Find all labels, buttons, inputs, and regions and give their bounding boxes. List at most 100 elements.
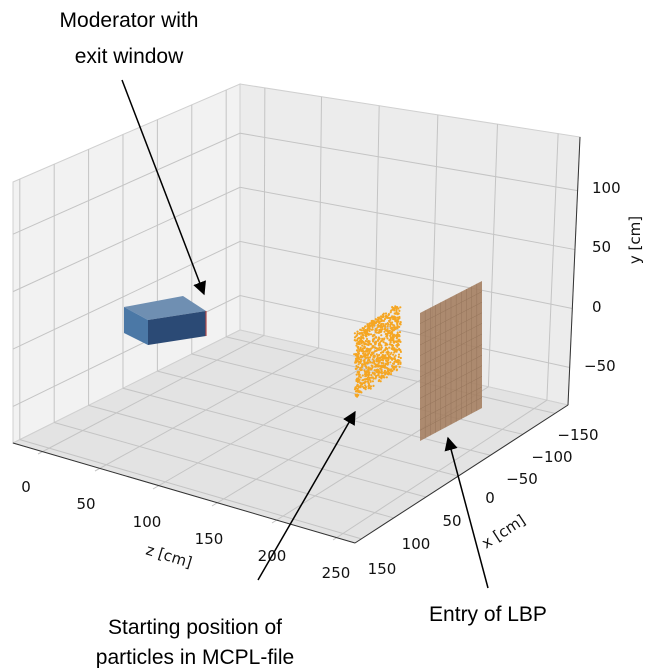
particle-point — [388, 369, 391, 372]
particle-point — [366, 350, 369, 353]
particle-point — [397, 342, 400, 346]
x-tick-label: −100 — [531, 448, 572, 466]
particle-point — [382, 354, 385, 357]
particle-point — [374, 329, 377, 332]
particle-point — [363, 353, 366, 356]
particle-point — [365, 337, 369, 341]
particle-point — [383, 369, 387, 372]
particle-point — [393, 349, 396, 352]
particle-point — [395, 326, 398, 329]
particle-point — [377, 358, 380, 361]
particle-point — [397, 335, 400, 338]
particle-point — [364, 384, 367, 387]
particle-point — [375, 353, 378, 356]
particle-point — [386, 325, 389, 328]
particle-point — [367, 325, 370, 329]
particle-point — [367, 382, 370, 385]
particle-point — [373, 372, 376, 375]
particle-point — [364, 325, 367, 328]
particle-point — [356, 383, 359, 386]
particle-point — [384, 327, 387, 330]
particle-point — [374, 377, 377, 380]
particle-point — [356, 330, 359, 333]
particle-point — [387, 354, 390, 357]
particle-point — [394, 312, 397, 315]
particle-point — [398, 325, 401, 328]
z-tick-label: 0 — [21, 478, 31, 496]
particle-point — [387, 356, 390, 359]
particle-point — [367, 357, 370, 360]
particle-point — [354, 390, 358, 393]
particle-point — [364, 380, 367, 383]
particle-point — [390, 343, 393, 346]
particle-point — [371, 324, 374, 327]
particle-point — [383, 376, 386, 379]
x-tick-label: −150 — [557, 426, 598, 444]
grid-line-z — [37, 335, 265, 455]
particle-point — [390, 309, 393, 312]
particle-point — [377, 368, 380, 372]
particle-point — [364, 339, 367, 343]
y-tick-label: −50 — [584, 357, 616, 375]
particle-point — [399, 306, 402, 309]
particle-point — [376, 355, 379, 358]
particle-point — [395, 344, 398, 347]
particle-point — [355, 373, 358, 376]
particle-point — [370, 374, 373, 377]
particle-point — [399, 321, 402, 324]
particle-point — [377, 372, 380, 375]
grid-line-x — [54, 422, 394, 519]
particle-point — [397, 312, 400, 315]
grid-line-x — [88, 404, 427, 498]
y-tick-label: 100 — [592, 179, 621, 197]
particle-point — [389, 325, 392, 328]
particle-point — [384, 349, 387, 352]
particle-point — [398, 365, 401, 368]
z-axis-line — [12, 442, 356, 544]
particle-point — [363, 343, 366, 346]
particle-point — [397, 340, 400, 343]
particle-point — [390, 327, 393, 330]
grid-line-z-vertical — [318, 96, 323, 348]
annotation-lbp: Entry of LBP — [429, 603, 547, 626]
lbp-mesh-line — [419, 397, 483, 431]
particle-point — [396, 306, 399, 309]
particle-point — [384, 325, 387, 328]
arrow-moderator — [121, 79, 206, 296]
particle-point — [386, 343, 389, 346]
particle-point — [371, 335, 374, 338]
annotation-particles: Starting position of particles in MCPL-f… — [96, 616, 294, 668]
grid-line-y — [12, 132, 578, 235]
particle-point — [366, 361, 369, 364]
particle-point — [399, 356, 402, 360]
particle-point — [375, 365, 378, 368]
z-axis-label: z [cm] — [144, 541, 194, 572]
particle-point — [356, 378, 359, 381]
particle-point — [370, 328, 373, 331]
particle-point — [388, 346, 391, 349]
particle-point — [353, 353, 356, 356]
particle-point — [398, 309, 401, 312]
moderator-top — [124, 296, 206, 320]
particle-point — [358, 341, 361, 344]
particle-point — [359, 358, 363, 361]
y-axis-line — [567, 136, 581, 406]
particle-point — [362, 337, 365, 340]
grid-line-x — [122, 387, 459, 477]
particle-point — [357, 342, 360, 346]
particle-point — [369, 353, 372, 356]
grid-line-x — [157, 370, 491, 456]
particle-point — [359, 339, 362, 342]
particle-point — [392, 353, 395, 356]
particle-point — [398, 348, 401, 351]
particle-point — [367, 341, 370, 344]
particle-point — [361, 327, 364, 330]
particle-point — [386, 351, 389, 355]
particle-point — [378, 359, 381, 362]
particle-point — [383, 330, 386, 333]
particle-point — [361, 347, 364, 350]
particle-point — [369, 348, 372, 351]
particle-point — [364, 329, 367, 332]
particle-point — [394, 334, 397, 337]
particle-point — [384, 356, 387, 359]
